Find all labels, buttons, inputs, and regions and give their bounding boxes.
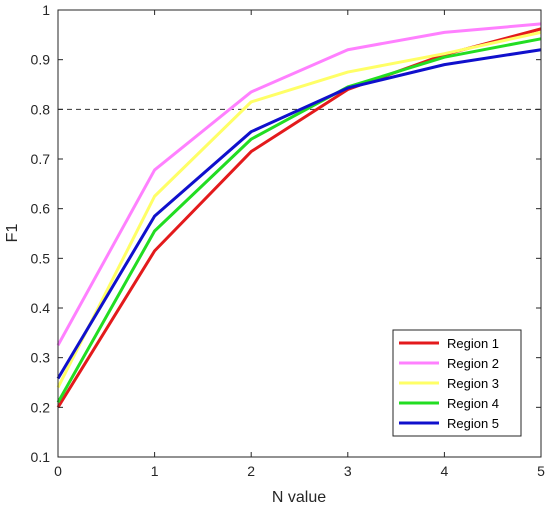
y-tick-label: 0.4 [31, 300, 51, 316]
axis-ticks: 0 1 2 3 4 5 0.1 0.2 0.3 0.4 0.5 0.6 0.7 0.8 0.9 1 [31, 2, 546, 479]
y-tick-label: 0.6 [31, 201, 51, 217]
y-tick-label: 0.9 [31, 52, 51, 68]
series-line-region-4 [56, 37, 542, 404]
y-tick-label: 1 [42, 2, 50, 18]
y-tick-label: 0.5 [31, 250, 51, 266]
x-tick-label: 2 [247, 463, 255, 479]
legend-label-region-4: Region 4 [447, 396, 499, 411]
x-tick-label: 5 [537, 463, 545, 479]
plot-area [56, 9, 542, 458]
y-tick-label: 0.3 [31, 350, 51, 366]
x-axis-label: N value [272, 489, 326, 506]
x-tick-label: 3 [344, 463, 352, 479]
legend-label-region-5: Region 5 [447, 416, 499, 431]
y-tick-label: 0.8 [31, 101, 51, 117]
legend-label-region-2: Region 2 [447, 356, 499, 371]
y-tick-label: 0.7 [31, 151, 51, 167]
legend-label-region-3: Region 3 [447, 376, 499, 391]
legend-label-region-1: Region 1 [447, 336, 499, 351]
axes-frame [57, 9, 542, 458]
y-axis-label: F1 [4, 224, 21, 243]
x-tick-label: 1 [151, 463, 159, 479]
legend: Region 1 Region 2 Region 3 Region 4 Region 5 [392, 329, 522, 437]
y-tick-label: 0.1 [31, 449, 51, 465]
series-line-region-5 [56, 48, 542, 380]
x-tick-label: 4 [441, 463, 449, 479]
series-line-region-2 [56, 22, 542, 346]
y-tick-label: 0.2 [31, 399, 51, 415]
series-line-region-3 [56, 30, 542, 389]
x-tick-label: 0 [54, 463, 62, 479]
